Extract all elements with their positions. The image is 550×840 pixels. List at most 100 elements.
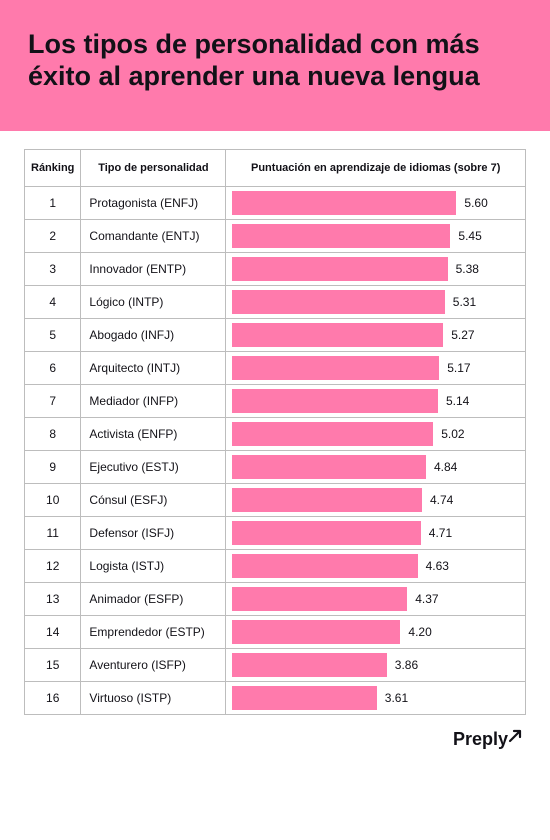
- table-row: 11Defensor (ISFJ) 4.71: [25, 516, 526, 549]
- cell-rank: 6: [25, 351, 81, 384]
- cell-type: Defensor (ISFJ): [81, 516, 226, 549]
- table-row: 12Logista (ISTJ) 4.63: [25, 549, 526, 582]
- brand-logo: Preply: [453, 729, 508, 749]
- cell-rank: 3: [25, 252, 81, 285]
- score-value: 5.45: [450, 229, 481, 243]
- cell-score: 5.38: [226, 252, 526, 285]
- cell-score: 4.37: [226, 582, 526, 615]
- score-value: 4.63: [418, 559, 449, 573]
- cell-type: Lógico (INTP): [81, 285, 226, 318]
- cell-type: Ejecutivo (ESTJ): [81, 450, 226, 483]
- score-bar: [232, 257, 447, 281]
- score-value: 4.84: [426, 460, 457, 474]
- score-bar: [232, 554, 417, 578]
- table-container: Ránking Tipo de personalidad Puntuación …: [0, 131, 550, 721]
- cell-type: Abogado (INFJ): [81, 318, 226, 351]
- score-value: 4.71: [421, 526, 452, 540]
- cell-score: 5.45: [226, 219, 526, 252]
- table-row: 6Arquitecto (INTJ) 5.17: [25, 351, 526, 384]
- table-row: 5Abogado (INFJ) 5.27: [25, 318, 526, 351]
- score-value: 4.37: [407, 592, 438, 606]
- score-value: 5.27: [443, 328, 474, 342]
- cell-rank: 2: [25, 219, 81, 252]
- cell-rank: 10: [25, 483, 81, 516]
- ranking-table: Ránking Tipo de personalidad Puntuación …: [24, 149, 526, 715]
- cell-score: 5.14: [226, 384, 526, 417]
- cell-score: 5.27: [226, 318, 526, 351]
- score-bar: [232, 290, 444, 314]
- table-row: 14Emprendedor (ESTP) 4.20: [25, 615, 526, 648]
- table-row: 1Protagonista (ENFJ) 5.60: [25, 186, 526, 219]
- cell-rank: 16: [25, 681, 81, 714]
- score-value: 5.31: [445, 295, 476, 309]
- cell-score: 4.20: [226, 615, 526, 648]
- table-row: 8Activista (ENFP)5.02: [25, 417, 526, 450]
- cell-score: 4.84: [226, 450, 526, 483]
- score-bar: [232, 389, 438, 413]
- col-header-type: Tipo de personalidad: [81, 149, 226, 186]
- cell-type: Emprendedor (ESTP): [81, 615, 226, 648]
- score-bar: [232, 587, 407, 611]
- cell-rank: 11: [25, 516, 81, 549]
- cell-rank: 12: [25, 549, 81, 582]
- cell-rank: 4: [25, 285, 81, 318]
- cell-type: Protagonista (ENFJ): [81, 186, 226, 219]
- table-row: 3Innovador (ENTP) 5.38: [25, 252, 526, 285]
- score-value: 5.17: [439, 361, 470, 375]
- score-bar: [232, 455, 426, 479]
- score-bar: [232, 620, 400, 644]
- table-row: 10Cónsul (ESFJ)4.74: [25, 483, 526, 516]
- cell-score: 3.86: [226, 648, 526, 681]
- cell-score: 4.74: [226, 483, 526, 516]
- score-bar: [232, 191, 456, 215]
- cell-rank: 5: [25, 318, 81, 351]
- cell-score: 4.63: [226, 549, 526, 582]
- footer: Preply: [0, 721, 550, 750]
- cell-type: Activista (ENFP): [81, 417, 226, 450]
- score-value: 5.60: [456, 196, 487, 210]
- score-bar: [232, 488, 422, 512]
- score-value: 5.02: [433, 427, 464, 441]
- cell-type: Comandante (ENTJ): [81, 219, 226, 252]
- cell-type: Mediador (INFP): [81, 384, 226, 417]
- score-bar: [232, 686, 376, 710]
- table-row: 16Virtuoso (ISTP) 3.61: [25, 681, 526, 714]
- cell-rank: 9: [25, 450, 81, 483]
- score-value: 5.38: [448, 262, 479, 276]
- table-row: 2Comandante (ENTJ) 5.45: [25, 219, 526, 252]
- table-row: 7Mediador (INFP) 5.14: [25, 384, 526, 417]
- table-header-row: Ránking Tipo de personalidad Puntuación …: [25, 149, 526, 186]
- cell-score: 3.61: [226, 681, 526, 714]
- score-bar: [232, 356, 439, 380]
- page-title: Los tipos de personalidad con más éxito …: [28, 28, 522, 93]
- score-bar: [232, 422, 433, 446]
- header: Los tipos de personalidad con más éxito …: [0, 0, 550, 131]
- brand-arrow-icon: [508, 727, 522, 748]
- cell-type: Logista (ISTJ): [81, 549, 226, 582]
- cell-rank: 14: [25, 615, 81, 648]
- cell-type: Animador (ESFP): [81, 582, 226, 615]
- score-bar: [232, 323, 443, 347]
- score-value: 3.86: [387, 658, 418, 672]
- score-bar: [232, 653, 386, 677]
- score-value: 3.61: [377, 691, 408, 705]
- cell-score: 5.31: [226, 285, 526, 318]
- cell-type: Virtuoso (ISTP): [81, 681, 226, 714]
- cell-score: 5.60: [226, 186, 526, 219]
- cell-type: Innovador (ENTP): [81, 252, 226, 285]
- cell-rank: 1: [25, 186, 81, 219]
- score-value: 4.20: [400, 625, 431, 639]
- table-row: 4Lógico (INTP) 5.31: [25, 285, 526, 318]
- score-bar: [232, 521, 420, 545]
- cell-rank: 7: [25, 384, 81, 417]
- cell-type: Arquitecto (INTJ): [81, 351, 226, 384]
- cell-score: 5.02: [226, 417, 526, 450]
- cell-score: 4.71: [226, 516, 526, 549]
- col-header-score: Puntuación en aprendizaje de idiomas (so…: [226, 149, 526, 186]
- table-row: 15Aventurero (ISFP)3.86: [25, 648, 526, 681]
- score-bar: [232, 224, 450, 248]
- table-row: 13Animador (ESFP)4.37: [25, 582, 526, 615]
- score-value: 4.74: [422, 493, 453, 507]
- score-value: 5.14: [438, 394, 469, 408]
- table-row: 9Ejecutivo (ESTJ) 4.84: [25, 450, 526, 483]
